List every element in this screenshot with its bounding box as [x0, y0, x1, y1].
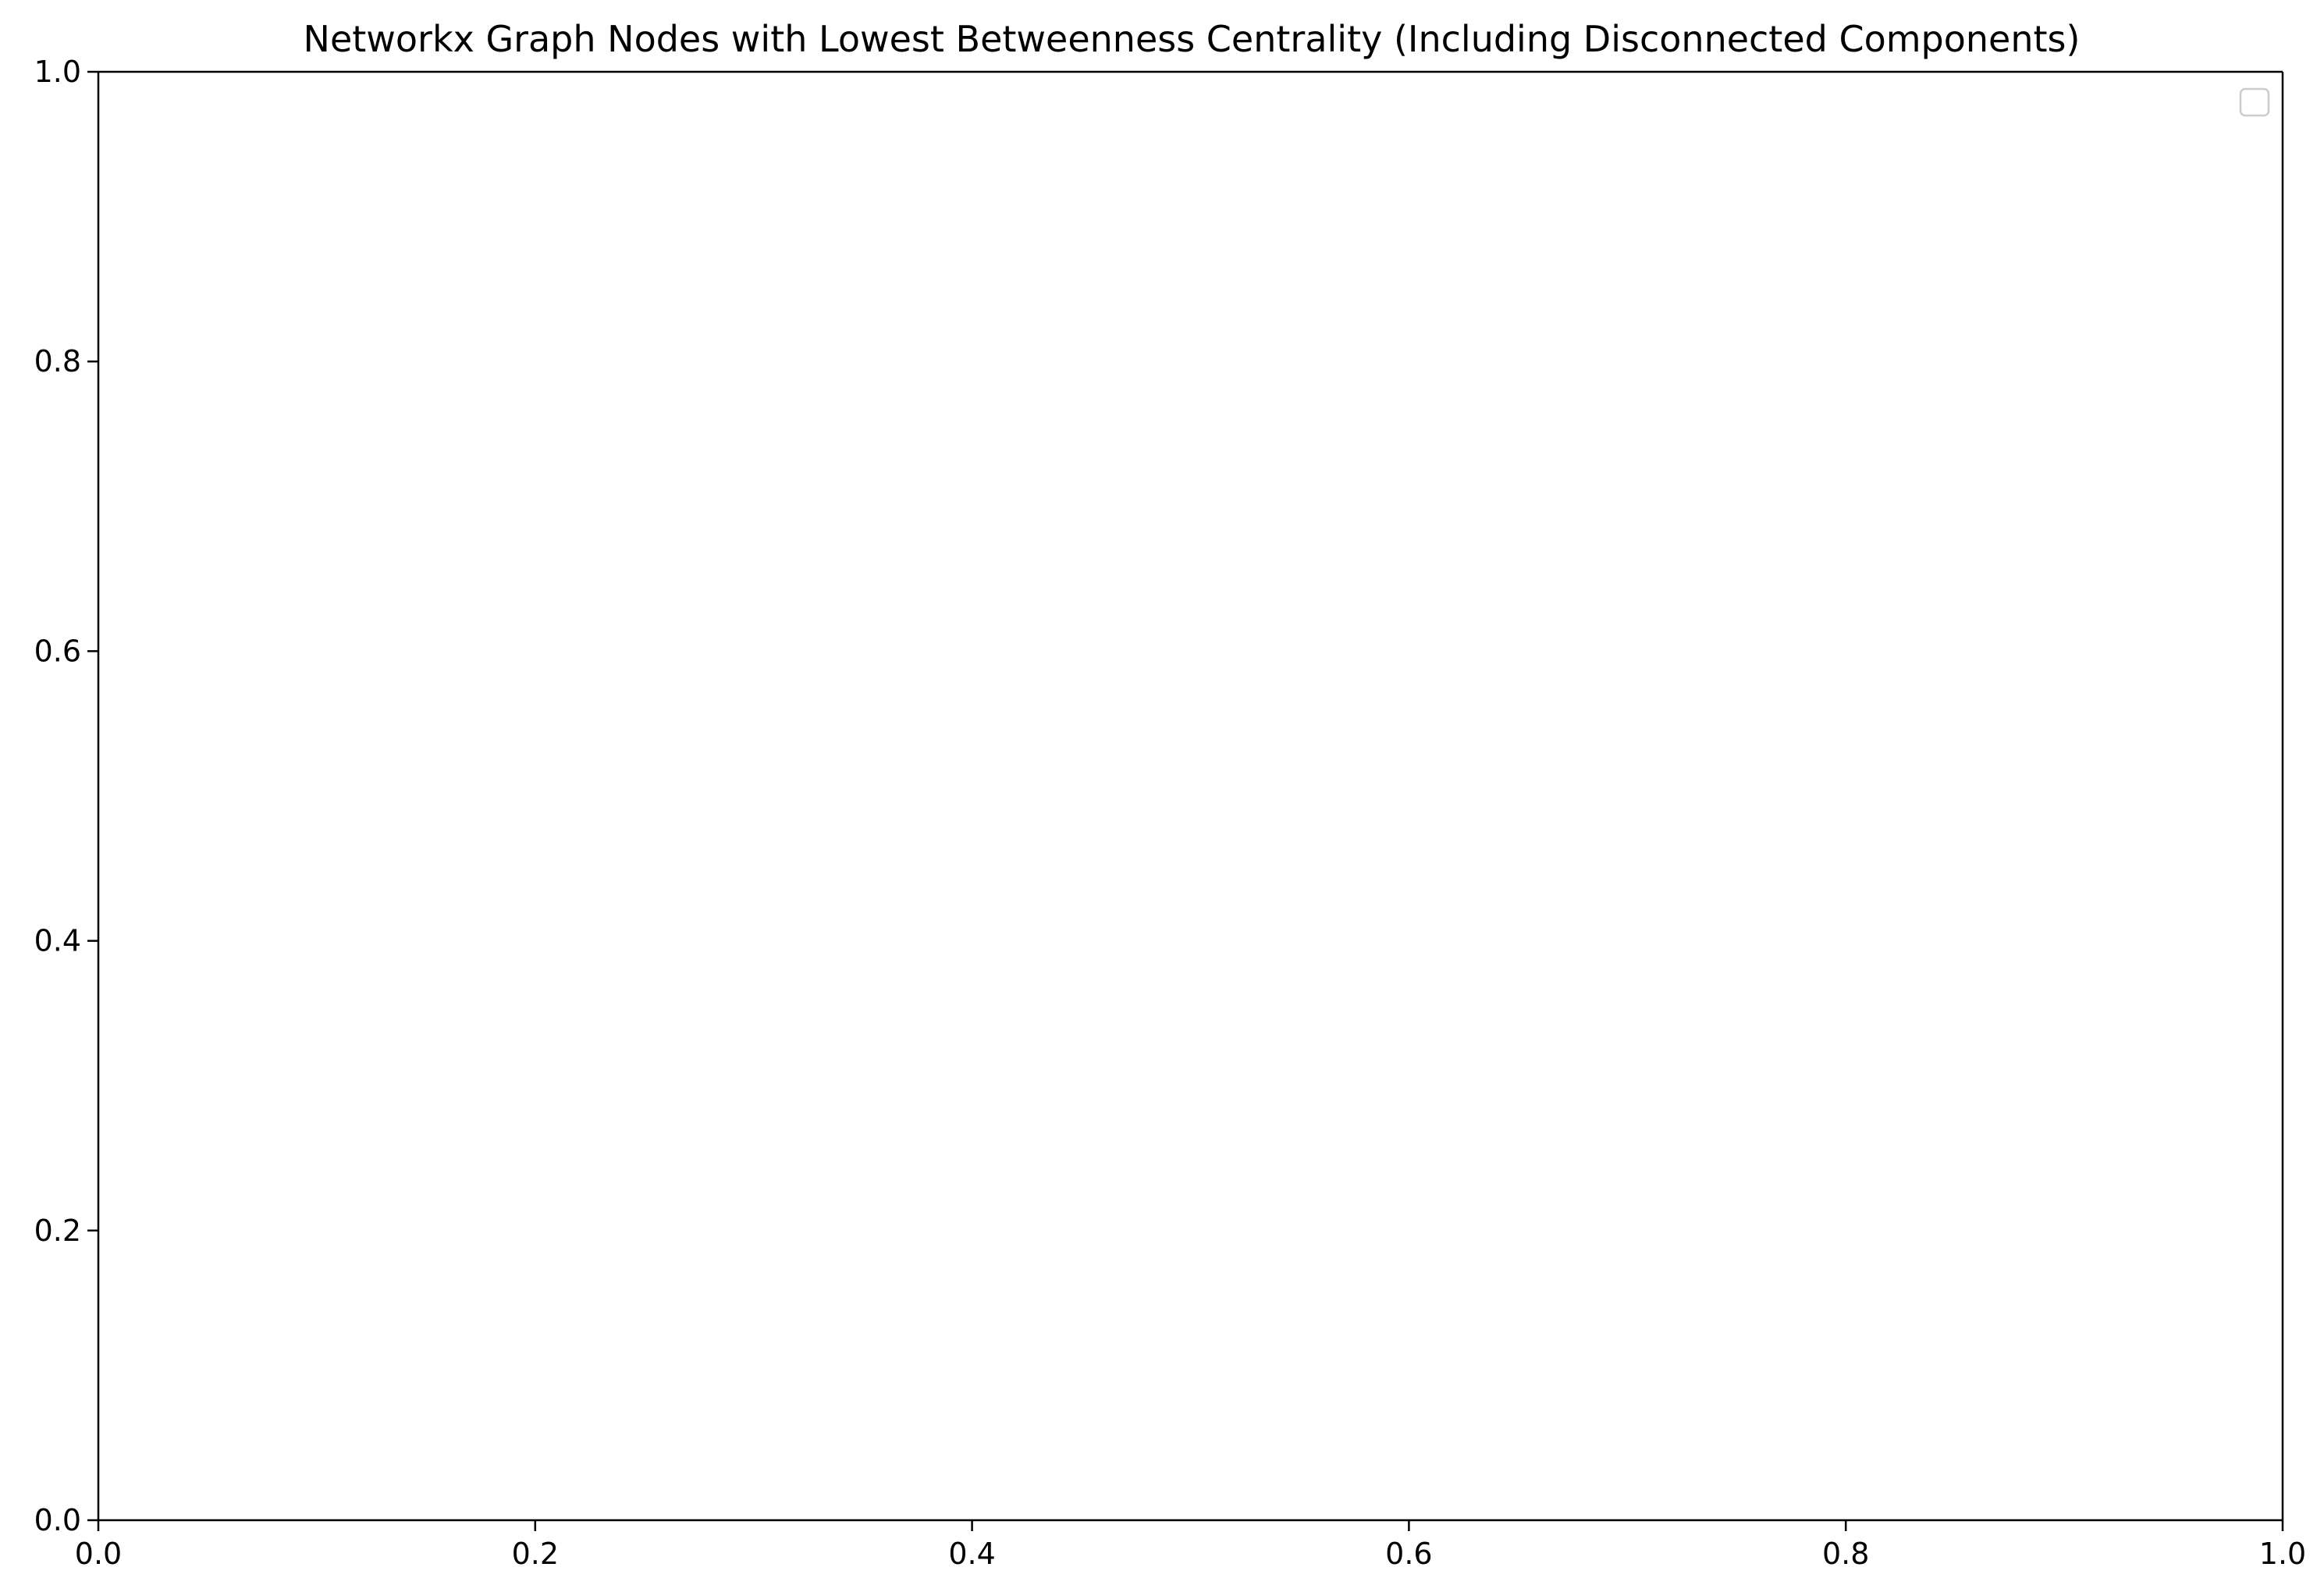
x-tick-label: 0.0: [75, 1537, 122, 1571]
axes-frame: [97, 70, 2284, 1522]
y-tick-label: 0.8: [34, 344, 81, 378]
y-tick-label: 0.4: [34, 924, 81, 958]
x-axis: 0.0 0.2 0.4 0.6 0.8 1.0: [75, 1520, 2306, 1571]
y-axis: 0.0 0.2 0.4 0.6 0.8 1.0: [34, 55, 98, 1537]
y-tick-label: 0.6: [34, 634, 81, 668]
y-tick-label: 0.2: [34, 1214, 81, 1248]
legend-box: [2239, 87, 2270, 117]
x-tick-label: 0.8: [1822, 1537, 1869, 1571]
chart-title: Networkx Graph Nodes with Lowest Between…: [304, 18, 2081, 60]
x-tick-label: 0.2: [512, 1537, 559, 1571]
y-tick-label: 1.0: [34, 55, 81, 89]
plot-area: [98, 72, 2283, 1520]
x-tick-label: 0.4: [948, 1537, 995, 1571]
x-tick-label: 1.0: [2259, 1537, 2306, 1571]
x-tick-label: 0.6: [1385, 1537, 1432, 1571]
y-tick-label: 0.0: [34, 1503, 81, 1537]
